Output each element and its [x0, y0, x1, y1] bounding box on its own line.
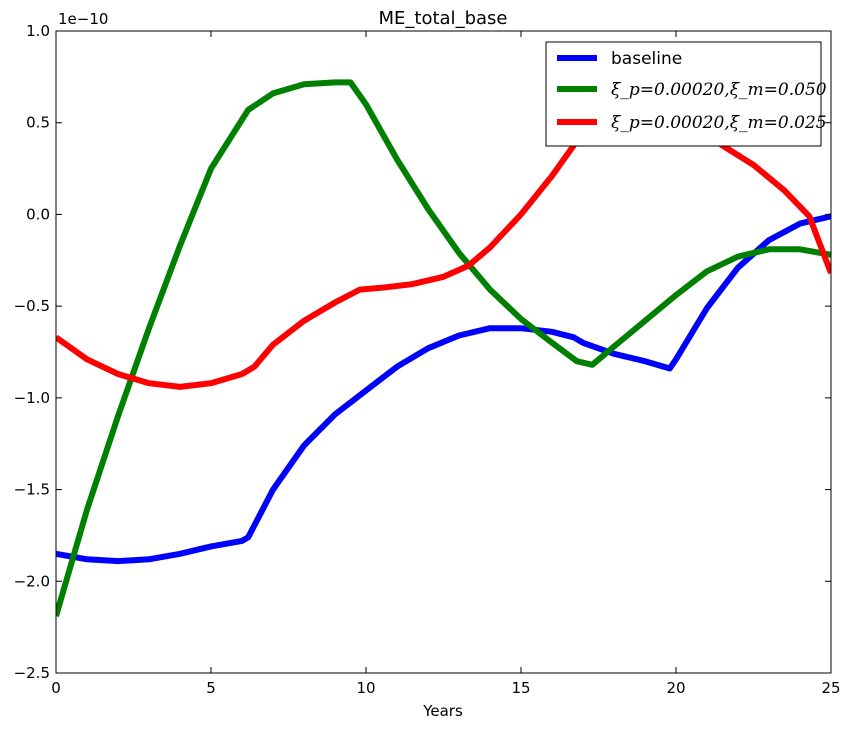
x-tick-label: 20 [666, 679, 685, 697]
y-tick-label: −2.0 [14, 572, 50, 590]
x-tick-label: 10 [356, 679, 375, 697]
y-tick-label: −1.5 [14, 481, 50, 499]
legend-label-baseline: baseline [611, 49, 682, 69]
series-line-2 [56, 79, 831, 617]
x-tick-label: 5 [206, 679, 216, 697]
x-tick-label: 25 [821, 679, 840, 697]
y-tick-label: −1.0 [14, 389, 50, 407]
y-tick-label: 1.0 [26, 22, 50, 40]
y-tick-label: 0.5 [26, 114, 50, 132]
chart-title: ME_total_base [379, 8, 508, 29]
plot-frame [55, 30, 832, 674]
legend-label-series-3: ξ_p=0.00020,ξ_m=0.025 [611, 113, 827, 133]
y-offset-text: 1e−10 [58, 10, 108, 28]
x-tick-label: 0 [51, 679, 61, 697]
y-tick-label: 0.0 [26, 205, 50, 223]
series-line-1 [56, 213, 831, 565]
x-tick-label: 15 [511, 679, 530, 697]
x-axis-label: Years [422, 702, 463, 720]
y-tick-label: −2.5 [14, 664, 50, 682]
legend-label-series-2: ξ_p=0.00020,ξ_m=0.050 [611, 80, 827, 100]
legend: baseline ξ_p=0.00020,ξ_m=0.050 ξ_p=0.000… [545, 41, 827, 147]
y-tick-label: −0.5 [14, 297, 50, 315]
